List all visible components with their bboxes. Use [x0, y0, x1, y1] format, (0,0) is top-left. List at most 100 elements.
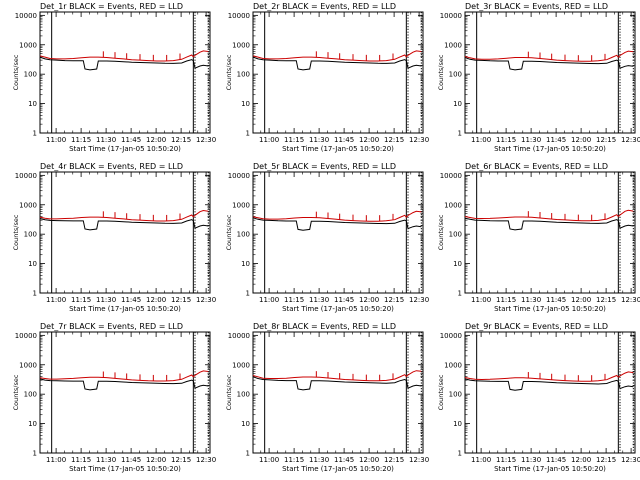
x-tick-label: 12:30 — [621, 136, 640, 144]
x-tick-label: 12:00 — [359, 296, 379, 304]
x-tick-label: 12:00 — [146, 136, 166, 144]
series-line-events — [252, 217, 422, 231]
panel-1: Det_1r BLACK = Events, RED = LLD 1 10 100 10… — [12, 2, 216, 153]
x-axis-label: Start Time (17-Jan-05 10:50:20) — [282, 305, 394, 313]
x-tick-label: 12:15 — [384, 296, 404, 304]
x-tick-label: 11:00 — [471, 136, 491, 144]
y-tick-label: 1 — [246, 290, 250, 298]
y-tick-label: 10 — [453, 260, 462, 268]
panel-title: Det_9r BLACK = Events, RED = LLD — [465, 322, 608, 331]
y-tick-label: 1000 — [19, 361, 37, 369]
x-tick-label: 12:00 — [571, 296, 591, 304]
y-tick-label: 100 — [24, 391, 37, 399]
plot-frame — [39, 11, 211, 134]
y-tick-label: 100 — [24, 231, 37, 239]
x-tick-label: 11:15 — [284, 296, 304, 304]
x-tick-label: 12:15 — [171, 136, 191, 144]
x-tick-label: 12:30 — [196, 296, 216, 304]
series-line-lld — [252, 370, 422, 382]
panel-2: Det_2r BLACK = Events, RED = LLD 1 10 100 10… — [225, 2, 429, 153]
x-axis-label: Start Time (17-Jan-05 10:50:20) — [282, 145, 394, 153]
y-tick-label: 100 — [237, 391, 250, 399]
y-axis-label: Counts/sec — [437, 374, 445, 410]
x-axis-label: Start Time (17-Jan-05 10:50:20) — [69, 465, 181, 473]
y-tick-label: 100 — [449, 71, 462, 79]
y-tick-label: 1000 — [19, 201, 37, 209]
x-tick-label: 11:15 — [71, 456, 91, 464]
x-tick-label: 11:45 — [334, 136, 354, 144]
y-tick-label: 1 — [246, 450, 250, 458]
series-line-lld — [252, 50, 422, 62]
y-tick-label: 1000 — [19, 41, 37, 49]
y-axis-label: Counts/sec — [225, 214, 233, 250]
x-tick-label: 11:15 — [496, 136, 516, 144]
x-tick-label: 12:15 — [596, 136, 616, 144]
y-tick-label: 1 — [33, 130, 37, 138]
y-axis-label: Counts/sec — [225, 54, 233, 90]
x-tick-label: 11:30 — [96, 456, 116, 464]
y-tick-label: 1000 — [232, 41, 250, 49]
y-tick-label: 10000 — [440, 172, 462, 180]
y-axis-label: Counts/sec — [225, 374, 233, 410]
panel-9: Det_9r BLACK = Events, RED = LLD 1 10 100 10… — [437, 322, 640, 473]
x-tick-label: 12:30 — [409, 456, 429, 464]
x-tick-label: 11:15 — [71, 296, 91, 304]
x-tick-label: 11:00 — [46, 296, 66, 304]
x-axis-label: Start Time (17-Jan-05 10:50:20) — [282, 465, 394, 473]
series-line-events — [252, 376, 422, 391]
x-tick-label: 12:30 — [409, 296, 429, 304]
y-axis-label: Counts/sec — [437, 54, 445, 90]
x-tick-label: 12:15 — [384, 456, 404, 464]
panel-6: Det_6r BLACK = Events, RED = LLD 1 10 100 10… — [437, 162, 640, 313]
y-tick-label: 10000 — [440, 332, 462, 340]
x-tick-label: 11:15 — [496, 296, 516, 304]
panel-7: Det_7r BLACK = Events, RED = LLD 1 10 100 10… — [12, 322, 216, 473]
panel-title: Det_4r BLACK = Events, RED = LLD — [40, 162, 183, 171]
x-tick-label: 11:30 — [309, 456, 329, 464]
panel-title: Det_7r BLACK = Events, RED = LLD — [40, 322, 183, 331]
x-axis-label: Start Time (17-Jan-05 10:50:20) — [69, 145, 181, 153]
y-axis-label: Counts/sec — [12, 214, 20, 250]
series-line-lld — [252, 210, 422, 222]
series-line-events — [252, 56, 422, 71]
x-tick-label: 12:15 — [171, 456, 191, 464]
panel-title: Det_6r BLACK = Events, RED = LLD — [465, 162, 608, 171]
x-axis-label: Start Time (17-Jan-05 10:50:20) — [494, 145, 606, 153]
x-tick-label: 11:15 — [496, 456, 516, 464]
y-tick-label: 1 — [33, 290, 37, 298]
panel-title: Det_5r BLACK = Events, RED = LLD — [253, 162, 396, 171]
y-tick-label: 10 — [28, 420, 37, 428]
series-line-lld — [464, 209, 634, 222]
panel-title: Det_8r BLACK = Events, RED = LLD — [253, 322, 396, 331]
series-line-events — [464, 217, 634, 231]
y-tick-label: 1 — [246, 130, 250, 138]
series-line-lld — [39, 209, 209, 222]
x-tick-label: 12:30 — [621, 296, 640, 304]
y-tick-label: 10 — [453, 420, 462, 428]
plot-frame — [252, 171, 424, 294]
y-tick-label: 100 — [449, 231, 462, 239]
x-tick-label: 12:00 — [571, 456, 591, 464]
x-tick-label: 11:30 — [521, 136, 541, 144]
series-line-lld — [39, 50, 209, 62]
panel-title: Det_2r BLACK = Events, RED = LLD — [253, 2, 396, 11]
x-tick-label: 12:00 — [359, 456, 379, 464]
y-tick-label: 1 — [33, 450, 37, 458]
y-axis-label: Counts/sec — [12, 54, 20, 90]
y-tick-label: 1 — [458, 450, 462, 458]
panel-4: Det_4r BLACK = Events, RED = LLD 1 10 100 10… — [12, 162, 216, 313]
panel-8: Det_8r BLACK = Events, RED = LLD 1 10 100 10… — [225, 322, 429, 473]
series-line-events — [464, 57, 634, 71]
plot-frame — [252, 331, 424, 454]
series-line-lld — [464, 50, 634, 62]
y-tick-label: 10000 — [440, 12, 462, 20]
x-tick-label: 11:45 — [121, 136, 141, 144]
plot-frame — [464, 331, 636, 454]
y-tick-label: 10000 — [228, 172, 250, 180]
x-axis-label: Start Time (17-Jan-05 10:50:20) — [494, 305, 606, 313]
series-line-events — [39, 56, 209, 71]
y-tick-label: 100 — [237, 231, 250, 239]
x-tick-label: 11:00 — [259, 456, 279, 464]
plot-frame — [252, 11, 424, 134]
x-tick-label: 12:00 — [146, 296, 166, 304]
